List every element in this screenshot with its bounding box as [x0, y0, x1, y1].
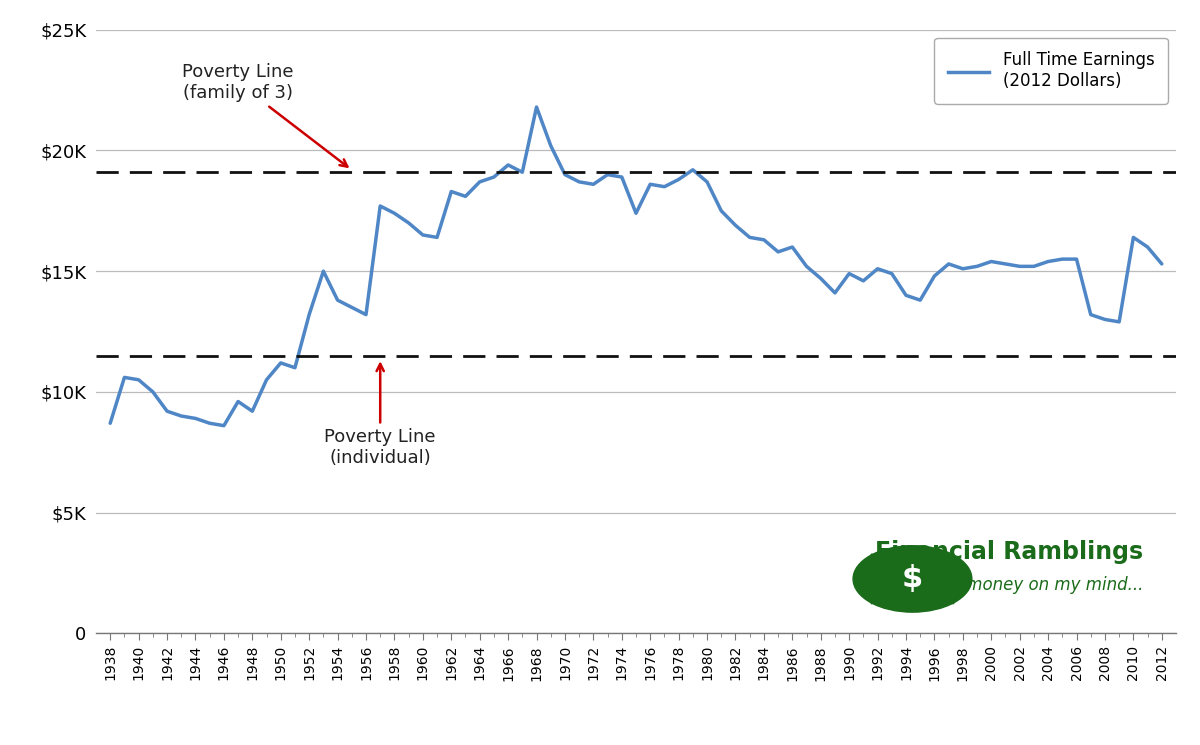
Text: Poverty Line
(individual): Poverty Line (individual): [324, 364, 436, 467]
Text: Poverty Line
(family of 3): Poverty Line (family of 3): [182, 63, 347, 167]
Circle shape: [853, 546, 972, 612]
Text: Financial Ramblings: Financial Ramblings: [876, 540, 1144, 564]
Text: $: $: [902, 565, 923, 594]
Text: I've got money on my mind...: I've got money on my mind...: [899, 576, 1144, 594]
Legend: Full Time Earnings
(2012 Dollars): Full Time Earnings (2012 Dollars): [935, 38, 1168, 104]
